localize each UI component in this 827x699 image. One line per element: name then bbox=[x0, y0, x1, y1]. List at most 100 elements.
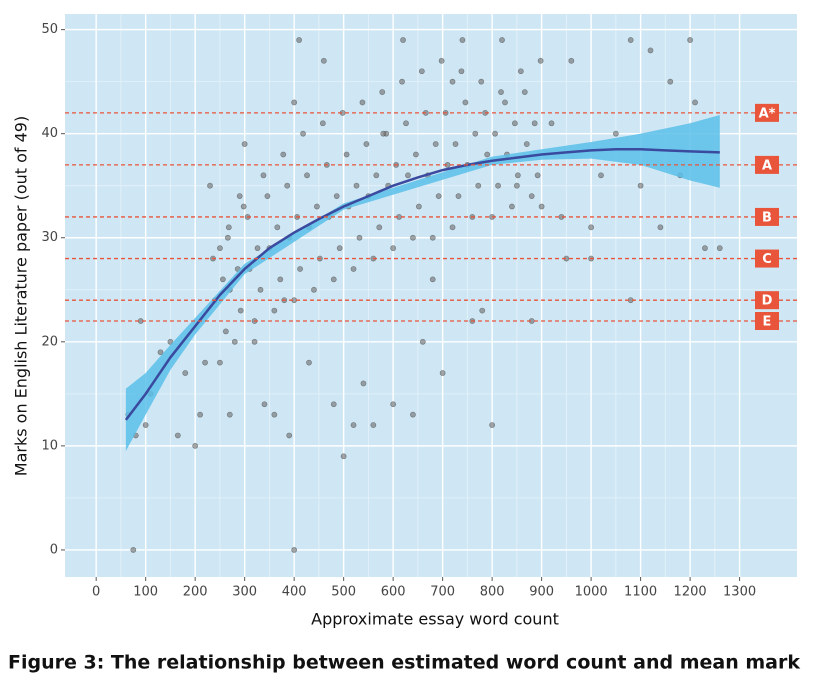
x-tick-label: 900 bbox=[529, 585, 554, 600]
point bbox=[390, 245, 397, 252]
point bbox=[376, 224, 383, 231]
point bbox=[647, 47, 654, 54]
point bbox=[521, 89, 528, 95]
point bbox=[498, 89, 504, 95]
x-tick-label: 500 bbox=[331, 585, 356, 600]
point bbox=[390, 401, 397, 408]
plot-background bbox=[65, 14, 797, 577]
point bbox=[400, 37, 406, 43]
point bbox=[277, 276, 284, 283]
grade-badge bbox=[755, 103, 779, 122]
point bbox=[489, 422, 496, 428]
point bbox=[314, 203, 320, 210]
point bbox=[379, 89, 386, 95]
point bbox=[435, 193, 442, 200]
point bbox=[475, 182, 482, 189]
point bbox=[415, 203, 422, 210]
point bbox=[449, 78, 456, 85]
point bbox=[291, 547, 298, 553]
grade-badge bbox=[755, 155, 779, 174]
y-tick-label: 50 bbox=[41, 22, 58, 37]
point bbox=[370, 422, 377, 428]
point bbox=[531, 120, 538, 127]
point bbox=[340, 453, 347, 460]
point bbox=[142, 422, 149, 428]
point bbox=[403, 120, 409, 127]
point bbox=[343, 151, 350, 158]
point bbox=[458, 68, 465, 75]
point bbox=[306, 359, 312, 366]
y-tick-label: 20 bbox=[41, 334, 58, 349]
point bbox=[254, 245, 261, 252]
y-axis-title: Marks on English Literature paper (out o… bbox=[12, 116, 31, 476]
point bbox=[271, 411, 278, 418]
point bbox=[363, 141, 370, 147]
point bbox=[264, 193, 271, 200]
grade-badge bbox=[755, 249, 779, 268]
point bbox=[350, 422, 357, 428]
point bbox=[459, 37, 466, 43]
point bbox=[413, 151, 419, 158]
point bbox=[472, 130, 479, 137]
point bbox=[548, 120, 555, 127]
point bbox=[240, 203, 247, 210]
point bbox=[167, 338, 174, 345]
point bbox=[439, 370, 446, 376]
point bbox=[410, 234, 416, 241]
point bbox=[410, 411, 416, 418]
point bbox=[418, 68, 425, 75]
point bbox=[286, 432, 293, 439]
point bbox=[687, 37, 693, 43]
grade-label: B bbox=[762, 210, 772, 225]
grade-badge bbox=[755, 311, 779, 330]
point bbox=[320, 57, 327, 64]
point bbox=[231, 338, 238, 345]
point bbox=[452, 141, 459, 147]
point bbox=[495, 182, 501, 189]
point bbox=[360, 380, 367, 387]
point bbox=[716, 245, 723, 252]
point bbox=[568, 57, 575, 64]
x-axis-title: Approximate essay word count bbox=[311, 610, 559, 629]
point bbox=[449, 224, 456, 231]
point bbox=[492, 130, 498, 137]
point bbox=[353, 182, 360, 189]
point bbox=[702, 245, 708, 252]
grade-badge bbox=[755, 291, 779, 310]
point bbox=[612, 130, 619, 137]
x-tick-label: 0 bbox=[92, 585, 100, 600]
point bbox=[157, 349, 164, 356]
point bbox=[538, 203, 545, 210]
point bbox=[300, 130, 306, 137]
point bbox=[222, 328, 229, 335]
x-tick-label: 1000 bbox=[575, 585, 608, 600]
y-tick-label: 0 bbox=[50, 542, 58, 557]
point bbox=[225, 224, 232, 231]
point bbox=[174, 432, 181, 439]
point bbox=[478, 78, 485, 85]
x-tick-label: 300 bbox=[232, 585, 257, 600]
point bbox=[224, 234, 231, 241]
point bbox=[537, 57, 544, 64]
point bbox=[274, 224, 281, 231]
point bbox=[359, 99, 366, 106]
point bbox=[333, 193, 340, 200]
grade-label: D bbox=[762, 294, 773, 309]
x-tick-label: 1100 bbox=[624, 585, 657, 600]
point bbox=[692, 99, 698, 106]
point bbox=[237, 307, 244, 314]
point bbox=[197, 411, 204, 418]
point bbox=[284, 182, 291, 189]
x-tick-label: 1300 bbox=[723, 585, 756, 600]
point bbox=[217, 359, 223, 366]
point bbox=[511, 120, 518, 127]
point bbox=[241, 141, 248, 147]
point bbox=[462, 99, 469, 106]
y-tick-label: 40 bbox=[41, 126, 58, 141]
grade-label: A* bbox=[759, 106, 776, 121]
marks: A* A B C DE bbox=[65, 37, 797, 553]
point bbox=[192, 442, 199, 449]
point bbox=[217, 245, 223, 252]
point bbox=[588, 224, 595, 231]
